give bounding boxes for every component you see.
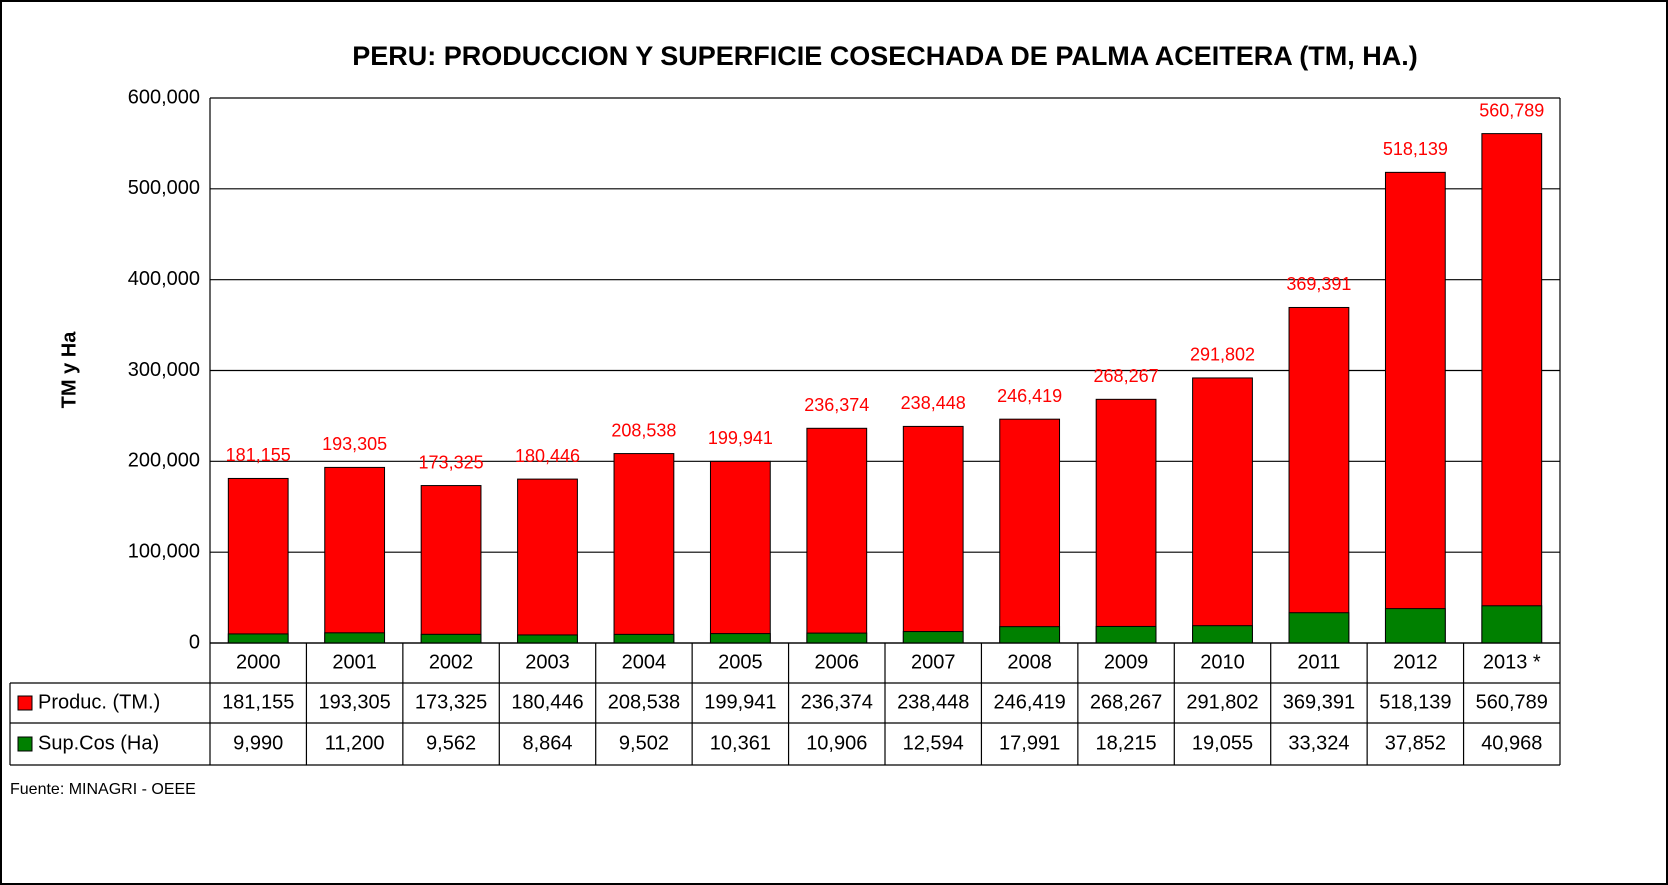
data-label: 291,802	[1190, 345, 1255, 365]
table-cell: 11,200	[325, 732, 385, 754]
x-tick-label: 2012	[1393, 651, 1438, 673]
table-cell: 181,155	[222, 691, 294, 713]
bar	[902, 425, 964, 644]
data-label: 238,448	[901, 393, 966, 413]
y-tick-label: 600,000	[128, 86, 200, 108]
table-cell: 208,538	[608, 691, 680, 713]
bar	[1192, 377, 1253, 644]
table-cell: 33,324	[1288, 732, 1349, 754]
table-cell: 10,361	[710, 732, 771, 754]
y-tick-label: 500,000	[128, 177, 200, 199]
x-tick-label: 2005	[718, 651, 763, 673]
x-tick-label: 2011	[1297, 651, 1340, 673]
bar	[1192, 625, 1253, 644]
y-tick-label: 300,000	[128, 359, 200, 381]
data-label: 560,789	[1479, 100, 1544, 120]
data-label: 173,325	[419, 452, 484, 472]
bar	[709, 460, 771, 644]
x-tick-label: 2008	[1007, 651, 1052, 673]
bar	[420, 633, 482, 644]
table-cell: 199,941	[704, 691, 776, 713]
table-cell: 236,374	[801, 691, 873, 713]
x-tick-label: 2001	[332, 651, 377, 673]
y-tick-label: 200,000	[128, 450, 200, 472]
data-label: 180,446	[515, 446, 580, 466]
bar	[420, 485, 482, 644]
bar	[613, 633, 675, 644]
bar	[517, 634, 578, 644]
table-cell: 560,789	[1476, 691, 1548, 713]
data-label: 193,305	[322, 434, 387, 454]
table-cell: 40,968	[1481, 732, 1542, 754]
bar	[324, 466, 386, 644]
table-cell: 369,391	[1283, 691, 1355, 713]
y-tick-label: 400,000	[128, 268, 200, 290]
x-tick-label: 2013 *	[1483, 651, 1541, 673]
table-cell: 17,991	[999, 732, 1060, 754]
bar	[1384, 171, 1446, 644]
x-tick-label: 2002	[429, 651, 474, 673]
bar	[517, 478, 578, 644]
x-tick-label: 2006	[815, 651, 860, 673]
legend-swatch	[17, 736, 33, 752]
bar	[1384, 608, 1446, 644]
x-tick-label: 2004	[622, 651, 667, 673]
table-cell: 193,305	[318, 691, 390, 713]
data-label: 199,941	[708, 428, 773, 448]
bar	[324, 632, 386, 644]
legend-swatch	[17, 695, 33, 711]
legend-label: Produc. (TM.)	[38, 691, 160, 713]
bar	[806, 632, 868, 644]
table-cell: 291,802	[1186, 691, 1258, 713]
legend-label: Sup.Cos (Ha)	[38, 732, 159, 754]
bar	[902, 631, 964, 644]
bar	[1288, 612, 1350, 644]
x-tick-label: 2007	[911, 651, 956, 673]
table-cell: 18,215	[1095, 732, 1156, 754]
x-tick-label: 2000	[236, 651, 281, 673]
table-cell: 9,502	[619, 732, 669, 754]
table-cell: 173,325	[415, 691, 487, 713]
bar	[1095, 625, 1157, 644]
bar	[999, 418, 1061, 644]
table-cell: 268,267	[1090, 691, 1162, 713]
chart-title: PERU: PRODUCCION Y SUPERFICIE COSECHADA …	[352, 41, 1418, 71]
x-tick-label: 2003	[525, 651, 570, 673]
bar	[1095, 398, 1157, 644]
data-label: 236,374	[804, 395, 869, 415]
table-cell: 518,139	[1379, 691, 1451, 713]
table-cell: 19,055	[1192, 732, 1253, 754]
y-tick-label: 100,000	[128, 540, 200, 562]
data-label: 268,267	[1094, 366, 1159, 386]
y-tick-label: 0	[189, 631, 200, 653]
table-cell: 10,906	[806, 732, 867, 754]
table-cell: 238,448	[897, 691, 969, 713]
data-label: 181,155	[226, 445, 291, 465]
bar	[1481, 133, 1543, 644]
x-tick-label: 2010	[1200, 651, 1245, 673]
data-label: 246,419	[997, 386, 1062, 406]
bar	[999, 626, 1061, 644]
table-cell: 9,990	[233, 732, 283, 754]
bar	[227, 477, 289, 644]
table-cell: 246,419	[993, 691, 1065, 713]
bar	[709, 633, 771, 644]
bar	[806, 427, 868, 644]
source-note: Fuente: MINAGRI - OEEE	[10, 781, 196, 798]
bar	[1288, 306, 1350, 644]
x-tick-label: 2009	[1104, 651, 1149, 673]
bar	[1481, 605, 1543, 644]
bar	[613, 453, 675, 644]
table-cell: 37,852	[1385, 732, 1446, 754]
table-cell: 180,446	[511, 691, 583, 713]
y-axis-label: TM y Ha	[58, 331, 80, 409]
bar	[227, 633, 289, 644]
table-cell: 12,594	[903, 732, 964, 754]
table-cell: 9,562	[426, 732, 476, 754]
data-label: 518,139	[1383, 139, 1448, 159]
table-cell: 8,864	[522, 732, 572, 754]
data-label: 369,391	[1286, 274, 1351, 294]
data-label: 208,538	[611, 420, 676, 440]
